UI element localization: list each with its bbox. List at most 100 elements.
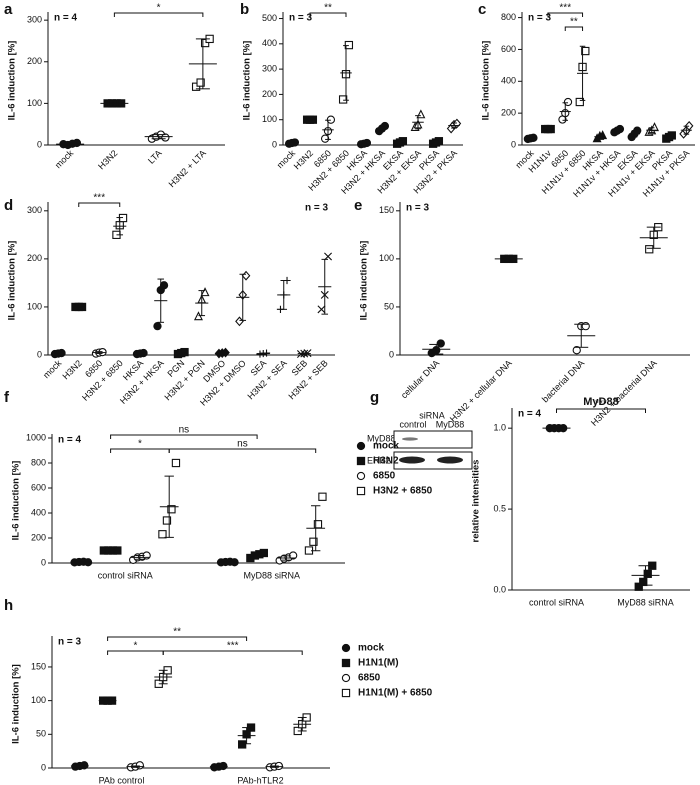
data-point (575, 97, 584, 107)
panel-label: b (240, 1, 249, 18)
data-point (634, 582, 643, 591)
x-tick-label: control siRNA (98, 570, 153, 580)
legend-label: 6850 (358, 673, 381, 684)
y-tick-label: 0 (37, 139, 42, 149)
y-tick-label: 400 (262, 38, 277, 48)
significance-bracket (162, 650, 303, 655)
legend-label: mock (358, 643, 385, 654)
data-point (235, 316, 244, 327)
panel-label: a (4, 1, 13, 18)
y-tick-label: 150 (379, 205, 394, 215)
y-axis-label: IL-6 induction [%] (11, 664, 22, 744)
legend-marker (356, 456, 366, 466)
x-tick-label: mock (41, 358, 64, 381)
panel-label: c (478, 1, 486, 18)
significance-label: *** (559, 3, 571, 14)
data-point (581, 322, 590, 331)
y-axis-label: IL-6 induction [%] (481, 41, 492, 121)
data-point (344, 40, 354, 50)
data-point (159, 281, 169, 290)
data-point (326, 115, 336, 124)
blot-row: MyD88 (367, 433, 396, 443)
y-tick-label: 400 (501, 76, 516, 86)
significance-label: ** (324, 3, 332, 14)
blot-column: control (399, 419, 426, 429)
n-annotation: n = 3 (528, 13, 552, 24)
y-tick-label: 200 (501, 108, 516, 118)
y-axis-label: IL-6 induction [%] (359, 241, 370, 321)
chart-title: MyD88 (583, 396, 618, 408)
data-point (320, 134, 330, 143)
y-axis-label: IL-6 induction [%] (7, 41, 18, 121)
x-tick-label: control siRNA (529, 597, 584, 607)
y-tick-label: 200 (262, 89, 277, 99)
significance-bracket (309, 12, 347, 17)
data-point (241, 270, 251, 281)
y-tick-label: 800 (31, 457, 46, 467)
n-annotation: n = 3 (305, 203, 329, 214)
data-point (153, 322, 162, 331)
y-tick-label: 100 (27, 98, 42, 108)
y-axis-label: IL-6 induction [%] (7, 241, 18, 321)
y-tick-label: 400 (31, 507, 46, 517)
x-tick-label: H3N2 (60, 358, 83, 381)
significance-label: * (138, 439, 142, 450)
data-point (196, 78, 205, 87)
n-annotation: n = 3 (58, 637, 82, 648)
x-tick-label: cellular DNA (399, 358, 441, 400)
panel-label: h (4, 597, 13, 614)
blot-band (402, 437, 418, 441)
western-blot: siRNA control MyD88 MyD88 ERK2 (367, 410, 473, 470)
y-tick-label: 50 (36, 729, 46, 739)
y-tick-label: 600 (31, 482, 46, 492)
y-tick-label: 0.5 (493, 503, 506, 513)
legend-marker (356, 441, 366, 451)
x-tick-label: PAb control (99, 775, 145, 785)
x-tick-label: MyD88 siRNA (617, 597, 674, 607)
y-tick-label: 0 (41, 557, 46, 567)
panel-label: e (354, 197, 362, 214)
significance-bracket (110, 434, 258, 439)
x-tick-label: mock (53, 148, 76, 171)
significance-bracket (113, 12, 204, 17)
legend-label: H3N2 (373, 456, 399, 467)
significance-bracket (168, 448, 317, 453)
legend-marker (341, 688, 351, 698)
n-annotation: n = 4 (518, 409, 542, 420)
y-tick-label: 200 (31, 532, 46, 542)
significance-label: ** (173, 627, 181, 638)
panel-label: g (370, 389, 379, 406)
data-point (581, 46, 590, 56)
y-tick-label: 800 (501, 12, 516, 22)
y-axis-label: IL-6 induction [%] (11, 461, 22, 541)
n-annotation: n = 4 (58, 435, 82, 446)
data-point (200, 38, 210, 48)
data-point (572, 346, 581, 355)
blot-column: MyD88 (436, 419, 465, 429)
x-tick-label: H3N2 + LTA (167, 148, 208, 189)
data-point (200, 287, 210, 297)
significance-label: ns (237, 439, 248, 450)
significance-label: *** (93, 193, 105, 204)
significance-bracket (547, 12, 584, 17)
y-tick-label: 200 (27, 253, 42, 263)
y-tick-label: 300 (262, 63, 277, 73)
y-tick-label: 0.0 (493, 584, 506, 594)
legend-marker (341, 658, 351, 668)
data-point (238, 740, 247, 749)
significance-label: *** (595, 399, 607, 410)
data-point (436, 339, 445, 348)
y-tick-label: 0 (389, 349, 394, 359)
data-point (338, 95, 348, 104)
significance-label: ns (179, 425, 190, 436)
y-tick-label: 100 (379, 253, 394, 263)
y-tick-label: 50 (384, 301, 394, 311)
data-point (158, 530, 167, 539)
data-point (161, 133, 170, 142)
data-point (643, 569, 652, 578)
y-tick-label: 100 (31, 695, 46, 705)
data-point (317, 305, 326, 314)
blot-header: siRNA (419, 410, 445, 420)
y-tick-label: 100 (27, 301, 42, 311)
y-tick-label: 200 (27, 56, 42, 66)
